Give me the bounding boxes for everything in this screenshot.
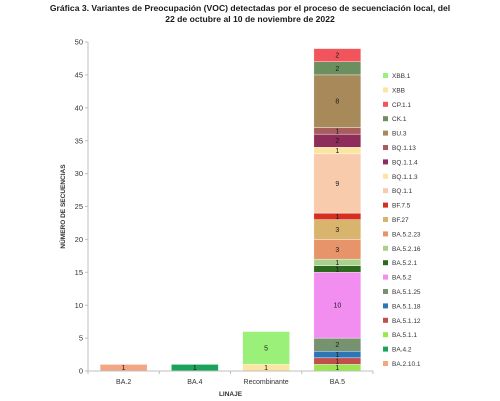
y-tick-label: 45 — [75, 71, 83, 80]
y-tick-label: 35 — [75, 136, 83, 145]
bar-data-label: 2 — [335, 342, 339, 349]
legend-entry-label: BF.27 — [392, 217, 409, 224]
legend-swatch — [383, 130, 388, 136]
bar-data-label: 3 — [335, 227, 339, 234]
legend-swatch — [383, 274, 388, 280]
y-tick-label: 50 — [75, 38, 83, 47]
legend-swatch — [383, 346, 388, 352]
chart-title-line1: Gráfica 3. Variantes de Preocupación (VO… — [49, 3, 451, 13]
bar-segment — [242, 331, 290, 365]
legend-swatch — [383, 173, 388, 179]
legend-swatch — [383, 101, 388, 107]
bar-data-label: 2 — [335, 138, 339, 145]
bar-data-label: 1 — [122, 365, 126, 372]
bar-segment — [313, 272, 362, 339]
bar-data-label: 1 — [335, 359, 339, 366]
legend-entry-label: BQ.1.1.3 — [392, 174, 418, 181]
legend-entry-label: BA.4.2 — [392, 347, 412, 354]
y-tick-label: 0 — [79, 367, 83, 376]
bar-segment — [313, 74, 362, 128]
legend-swatch — [383, 289, 388, 294]
y-tick-label: 30 — [75, 169, 83, 178]
x-tick-label: BA.2 — [116, 379, 131, 386]
bar-data-label: 1 — [335, 214, 339, 221]
legend-entry-label: BA.5.1.1 — [392, 332, 417, 339]
x-axis: BA.2 BA.4 Recombinante BA.5 — [87, 370, 374, 386]
bar-data-label: 1 — [335, 260, 339, 267]
bar-data-label: 1 — [335, 128, 339, 135]
x-tick-label: Recombinante — [244, 379, 289, 386]
x-tick-label: BA.4 — [187, 379, 202, 386]
y-tick-label: 15 — [75, 268, 83, 277]
legend-entry-label: BF.7.5 — [392, 203, 411, 210]
bar-segment — [313, 48, 362, 62]
legend-swatch — [383, 73, 388, 78]
legend-entry-label: BQ.1.1 — [392, 188, 413, 195]
y-tick-label: 40 — [75, 103, 83, 112]
x-axis-label: LINAJE — [219, 391, 243, 398]
bar-data-label: 2 — [335, 53, 339, 60]
legend-entry-label: XBB.1 — [392, 73, 411, 80]
chart-title-line2: 22 de octubre al 10 de noviembre de 2022 — [165, 14, 335, 24]
legend-swatch — [383, 188, 388, 194]
x-tick-label: BA.5 — [330, 379, 345, 386]
legend-entry-label: BA.5.2.16 — [392, 246, 421, 253]
y-tick-label: 25 — [75, 202, 83, 211]
bar-data-label: 1 — [335, 267, 339, 274]
legend-swatch — [383, 303, 388, 309]
bar-data-label: 1 — [264, 365, 268, 372]
legend-entry-label: BQ.1.1.4 — [392, 159, 418, 166]
y-tick-label: 5 — [79, 334, 83, 343]
legend: XBB.1 XBB CP.1.1 CK.1 BU.3 BQ.1.13 BQ.1.1.4 BQ.… — [383, 73, 421, 368]
legend-swatch — [383, 145, 388, 150]
legend-entry-label: CP.1.1 — [392, 102, 411, 109]
bar-data-label: 5 — [264, 345, 268, 352]
bar-data-label: 1 — [335, 148, 339, 155]
bar-data-label: 1 — [193, 365, 197, 372]
bar-data-label: 1 — [335, 365, 339, 372]
legend-swatch — [383, 332, 388, 338]
y-tick-label: 10 — [75, 301, 83, 310]
legend-swatch — [383, 159, 388, 165]
legend-entry-label: XBB — [392, 87, 405, 94]
legend-entry-label: BU.3 — [392, 131, 407, 138]
y-tick-label: 20 — [75, 235, 83, 244]
legend-entry-label: CK.1 — [392, 116, 407, 123]
legend-swatch — [383, 231, 388, 237]
bar-data-label: 9 — [335, 181, 339, 188]
bar-data-label: 2 — [335, 66, 339, 73]
chart-title: Gráfica 3. Variantes de Preocupación (VO… — [0, 3, 500, 25]
legend-swatch — [383, 260, 388, 266]
y-axis-label: NÚMERO DE SECUENCIAS — [58, 164, 67, 249]
legend-swatch — [383, 202, 388, 208]
legend-entry-label: BQ.1.13 — [392, 145, 416, 152]
bar-data-label: 8 — [335, 99, 339, 106]
bar-data-label: 1 — [335, 352, 339, 359]
legend-entry-label: BA.5.1.18 — [392, 303, 421, 310]
bar-data-label: 10 — [333, 303, 341, 310]
bar-data-label: 3 — [335, 247, 339, 254]
legend-swatch — [383, 317, 388, 323]
legend-swatch — [383, 361, 388, 366]
legend-entry-label: BA.5.2 — [392, 275, 412, 282]
legend-entry-label: BA.2.10.1 — [392, 361, 421, 368]
legend-swatch — [383, 87, 388, 93]
legend-swatch — [383, 116, 388, 122]
legend-entry-label: BA.5.2.1 — [392, 260, 417, 267]
legend-entry-label: BA.5.1.25 — [392, 289, 421, 296]
legend-entry-label: BA.5.1.12 — [392, 318, 421, 325]
legend-entry-label: BA.5.2.23 — [392, 231, 421, 238]
y-axis: 0 5 10 15 20 25 30 35 40 45 50 — [75, 38, 89, 376]
legend-swatch — [383, 217, 388, 222]
legend-swatch — [383, 245, 388, 251]
